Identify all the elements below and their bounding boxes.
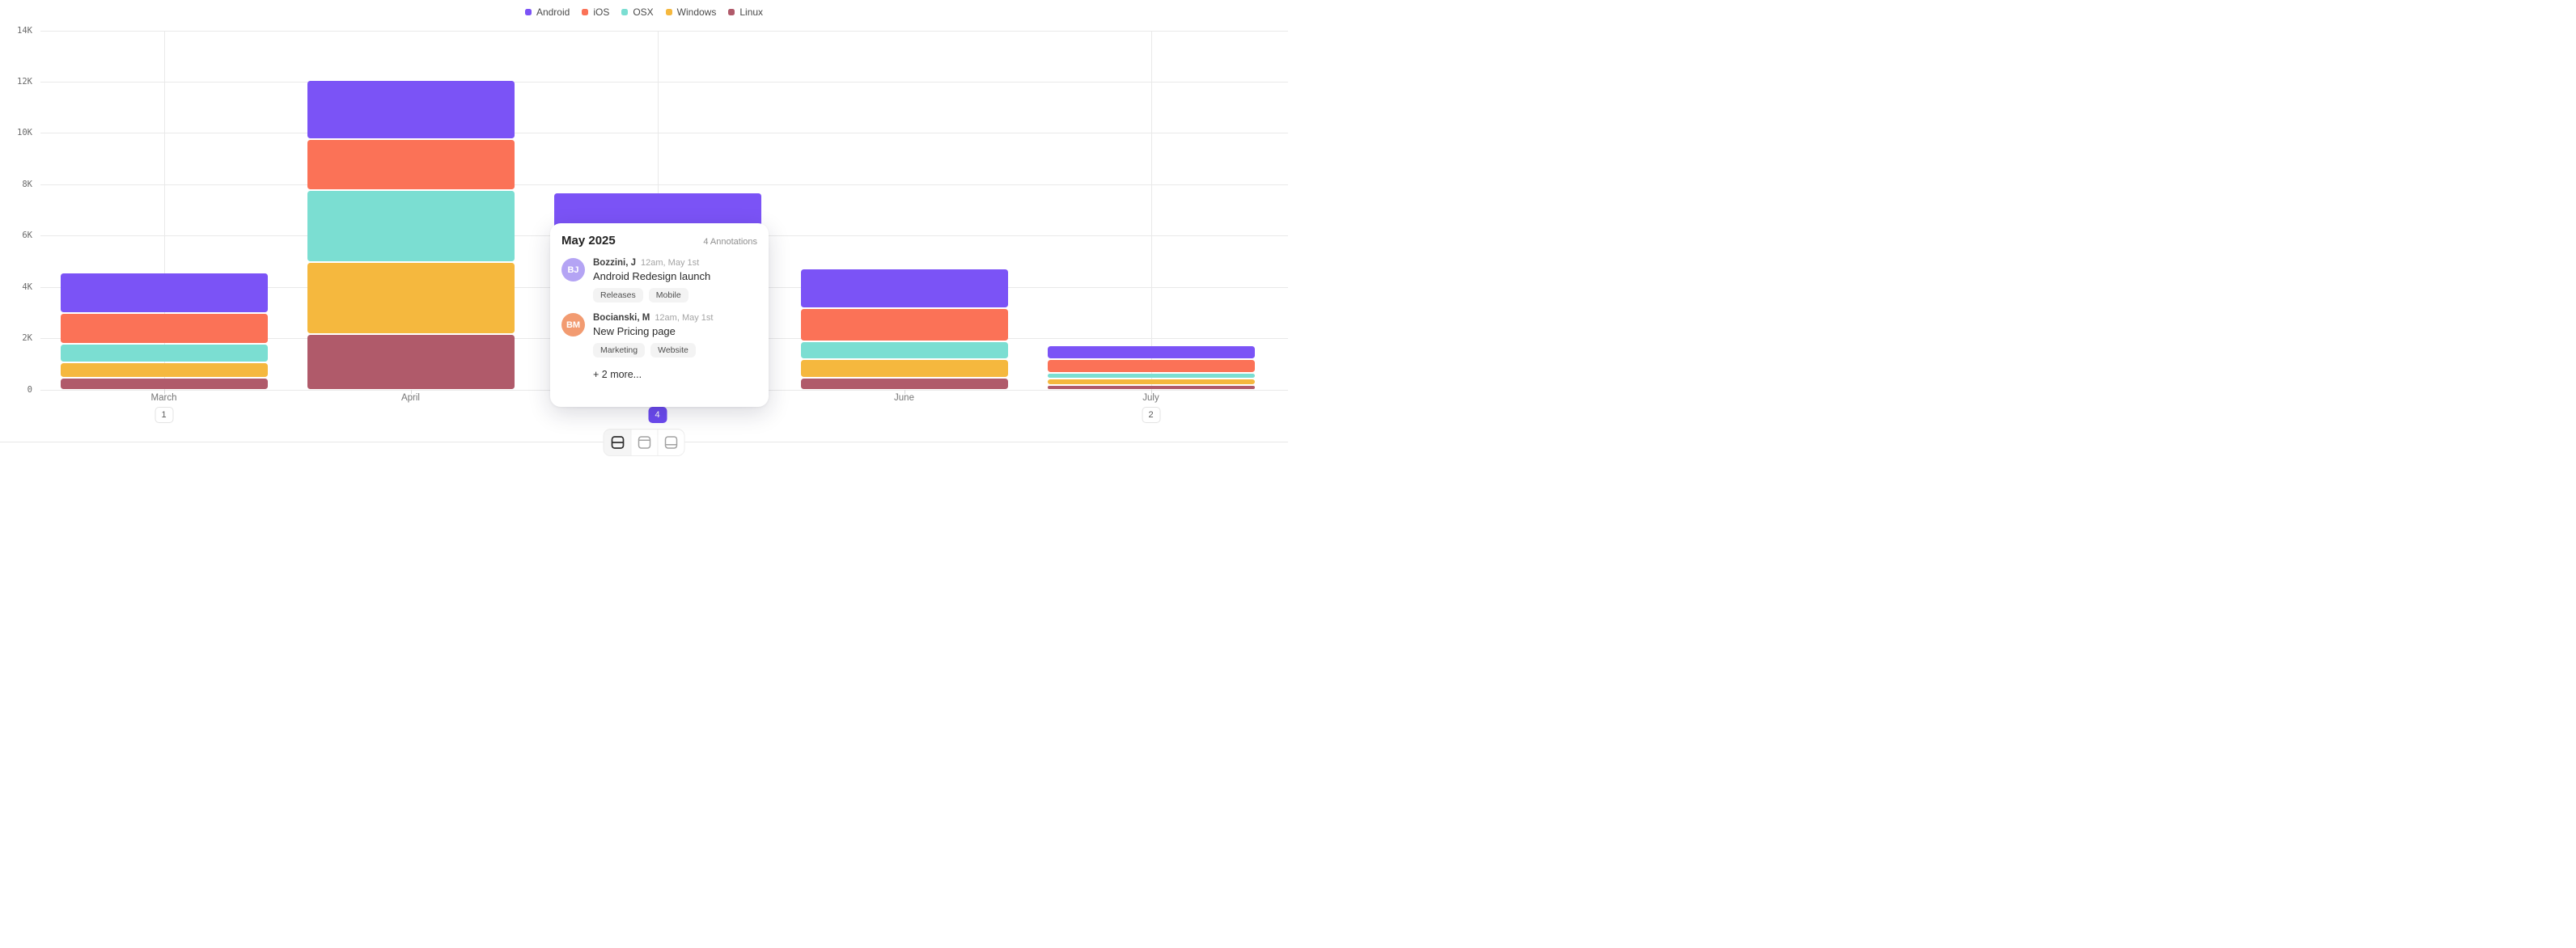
legend-swatch-icon bbox=[524, 9, 532, 15]
layout-toolbar bbox=[603, 429, 685, 456]
annotation-entry-meta: Bocianski, M 12am, May 1st bbox=[593, 313, 757, 323]
bar-android-april[interactable] bbox=[307, 80, 515, 138]
bar-osx-june[interactable] bbox=[800, 342, 1008, 359]
y-axis-tick-label: 12K bbox=[17, 76, 32, 87]
split-horizontal-icon bbox=[611, 436, 624, 449]
x-axis-label-april: April bbox=[400, 393, 420, 403]
legend-item-ios[interactable]: iOS bbox=[582, 6, 609, 18]
annotations-chart-page: Android iOS OSX Windows Linux 0 2K 4K 6K 8K 10K 12… bbox=[0, 0, 1288, 474]
annotation-entry[interactable]: BM Bocianski, M 12am, May 1st New Pricing p… bbox=[561, 313, 757, 358]
annotation-time: 12am, May 1st bbox=[655, 313, 714, 323]
annotation-marker-line bbox=[1150, 30, 1152, 390]
x-axis-label-march: March bbox=[150, 393, 177, 403]
annotation-count-badge-may[interactable]: 4 bbox=[648, 407, 667, 423]
avatar: BJ bbox=[561, 258, 585, 281]
annotation-text: Android Redesign launch bbox=[593, 270, 711, 282]
y-axis-tick-label: 4K bbox=[22, 281, 32, 292]
annotation-tag: Website bbox=[650, 343, 696, 358]
annotations-popup: May 2025 4 Annotations BJ Bozzini, J 12am,… bbox=[550, 223, 769, 407]
x-axis-label-june: June bbox=[894, 393, 914, 403]
legend-label: Android bbox=[536, 6, 570, 18]
annotation-tags: Releases Mobile bbox=[593, 288, 757, 303]
legend-item-linux[interactable]: Linux bbox=[728, 6, 763, 18]
annotation-entry-body: Bocianski, M 12am, May 1st New Pricing pag… bbox=[593, 313, 757, 358]
bar-android-july[interactable] bbox=[1047, 345, 1255, 359]
y-axis-tick-label: 6K bbox=[22, 231, 32, 241]
bar-osx-july[interactable] bbox=[1047, 373, 1255, 378]
bar-android-june[interactable] bbox=[800, 269, 1008, 307]
panel-bottom-icon bbox=[664, 436, 678, 449]
bar-ios-july[interactable] bbox=[1047, 360, 1255, 372]
annotation-count-badge-july[interactable]: 2 bbox=[1142, 407, 1160, 423]
y-axis-tick-label: 14K bbox=[17, 25, 32, 36]
annotation-tag: Marketing bbox=[593, 343, 646, 358]
annotation-tags: Marketing Website bbox=[593, 343, 757, 358]
annotation-time: 12am, May 1st bbox=[641, 258, 700, 268]
annotation-entry[interactable]: BJ Bozzini, J 12am, May 1st Android Redesig… bbox=[561, 258, 757, 303]
more-annotations-link[interactable]: + 2 more... bbox=[593, 369, 642, 380]
annotation-count-badge-march[interactable]: 1 bbox=[155, 407, 173, 423]
annotation-author: Bocianski, M bbox=[593, 313, 650, 323]
bar-windows-july[interactable] bbox=[1047, 379, 1255, 385]
bar-linux-june[interactable] bbox=[800, 378, 1008, 390]
y-gridline bbox=[40, 81, 1288, 83]
annotation-tag: Releases bbox=[593, 288, 643, 303]
x-axis-tick bbox=[410, 389, 412, 394]
bar-osx-march[interactable] bbox=[60, 345, 268, 362]
avatar: BM bbox=[561, 313, 585, 336]
panel-top-layout-button[interactable] bbox=[630, 430, 658, 455]
annotation-entry-meta: Bozzini, J 12am, May 1st bbox=[593, 258, 757, 268]
bar-osx-april[interactable] bbox=[307, 191, 515, 261]
chart-legend: Android iOS OSX Windows Linux bbox=[0, 6, 1288, 18]
popup-annotation-count: 4 Annotations bbox=[703, 237, 757, 247]
legend-swatch-icon bbox=[621, 9, 629, 15]
x-axis-label-july: July bbox=[1142, 393, 1159, 403]
y-axis-tick-label: 0 bbox=[27, 384, 32, 395]
popup-entries: BJ Bozzini, J 12am, May 1st Android Redesig… bbox=[561, 258, 757, 358]
legend-item-osx[interactable]: OSX bbox=[621, 6, 654, 18]
legend-label: iOS bbox=[593, 6, 610, 18]
annotation-author: Bozzini, J bbox=[593, 258, 637, 268]
bar-ios-april[interactable] bbox=[307, 139, 515, 190]
annotation-text: New Pricing page bbox=[593, 325, 676, 337]
bar-ios-june[interactable] bbox=[800, 309, 1008, 341]
popup-title: May 2025 bbox=[561, 234, 616, 248]
popup-header: May 2025 4 Annotations bbox=[561, 234, 757, 248]
y-gridline bbox=[40, 30, 1288, 32]
y-gridline bbox=[40, 184, 1288, 185]
bar-linux-july[interactable] bbox=[1047, 386, 1255, 390]
legend-item-android[interactable]: Android bbox=[524, 6, 570, 18]
x-axis-tick bbox=[163, 389, 165, 394]
y-axis-tick-label: 8K bbox=[22, 179, 32, 189]
legend-label: Windows bbox=[676, 6, 717, 18]
panel-top-icon bbox=[638, 436, 651, 449]
annotation-entry-body: Bozzini, J 12am, May 1st Android Redesign … bbox=[593, 258, 757, 303]
legend-swatch-icon bbox=[728, 9, 735, 15]
bar-ios-march[interactable] bbox=[60, 314, 268, 344]
panel-bottom-layout-button[interactable] bbox=[657, 430, 684, 455]
bar-windows-april[interactable] bbox=[307, 262, 515, 333]
annotation-marker-line bbox=[163, 30, 165, 390]
legend-item-windows[interactable]: Windows bbox=[665, 6, 717, 18]
legend-label: Linux bbox=[739, 6, 764, 18]
bar-windows-june[interactable] bbox=[800, 360, 1008, 377]
bar-linux-march[interactable] bbox=[60, 378, 268, 390]
legend-label: OSX bbox=[633, 6, 654, 18]
legend-swatch-icon bbox=[582, 9, 589, 15]
y-axis-tick-label: 10K bbox=[17, 128, 32, 138]
split-horizontal-layout-button[interactable] bbox=[604, 430, 631, 455]
y-axis-tick-label: 2K bbox=[22, 333, 32, 344]
bar-linux-april[interactable] bbox=[307, 334, 515, 390]
legend-swatch-icon bbox=[665, 9, 672, 15]
bar-windows-march[interactable] bbox=[60, 362, 268, 377]
x-axis-tick bbox=[1150, 389, 1152, 394]
bar-android-march[interactable] bbox=[60, 273, 268, 313]
annotation-tag: Mobile bbox=[648, 288, 688, 303]
